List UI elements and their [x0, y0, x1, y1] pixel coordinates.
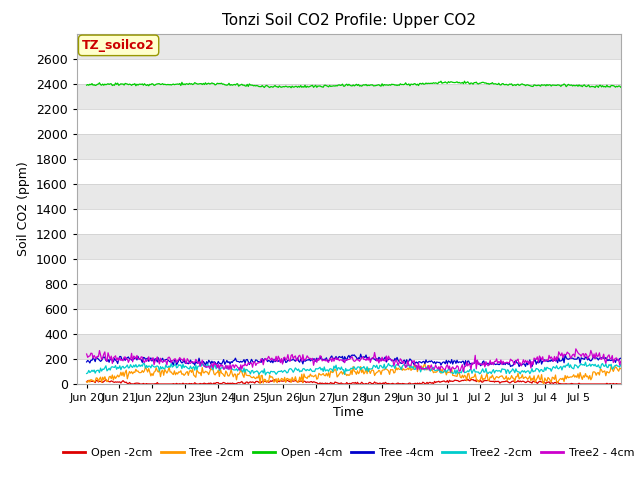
Bar [77, 34, 621, 59]
Bar [77, 84, 621, 108]
Bar [77, 108, 621, 134]
Bar [77, 159, 621, 184]
Bar [77, 309, 621, 334]
Bar [77, 234, 621, 259]
Bar [77, 259, 621, 284]
Bar [77, 284, 621, 309]
Bar [77, 209, 621, 234]
Text: TZ_soilco2: TZ_soilco2 [82, 39, 155, 52]
Bar [77, 334, 621, 359]
Bar [77, 359, 621, 384]
Title: Tonzi Soil CO2 Profile: Upper CO2: Tonzi Soil CO2 Profile: Upper CO2 [222, 13, 476, 28]
Legend: Open -2cm, Tree -2cm, Open -4cm, Tree -4cm, Tree2 -2cm, Tree2 - 4cm: Open -2cm, Tree -2cm, Open -4cm, Tree -4… [59, 444, 639, 463]
Bar [77, 134, 621, 159]
Bar [77, 184, 621, 209]
Bar [77, 59, 621, 84]
X-axis label: Time: Time [333, 406, 364, 419]
Y-axis label: Soil CO2 (ppm): Soil CO2 (ppm) [17, 161, 30, 256]
